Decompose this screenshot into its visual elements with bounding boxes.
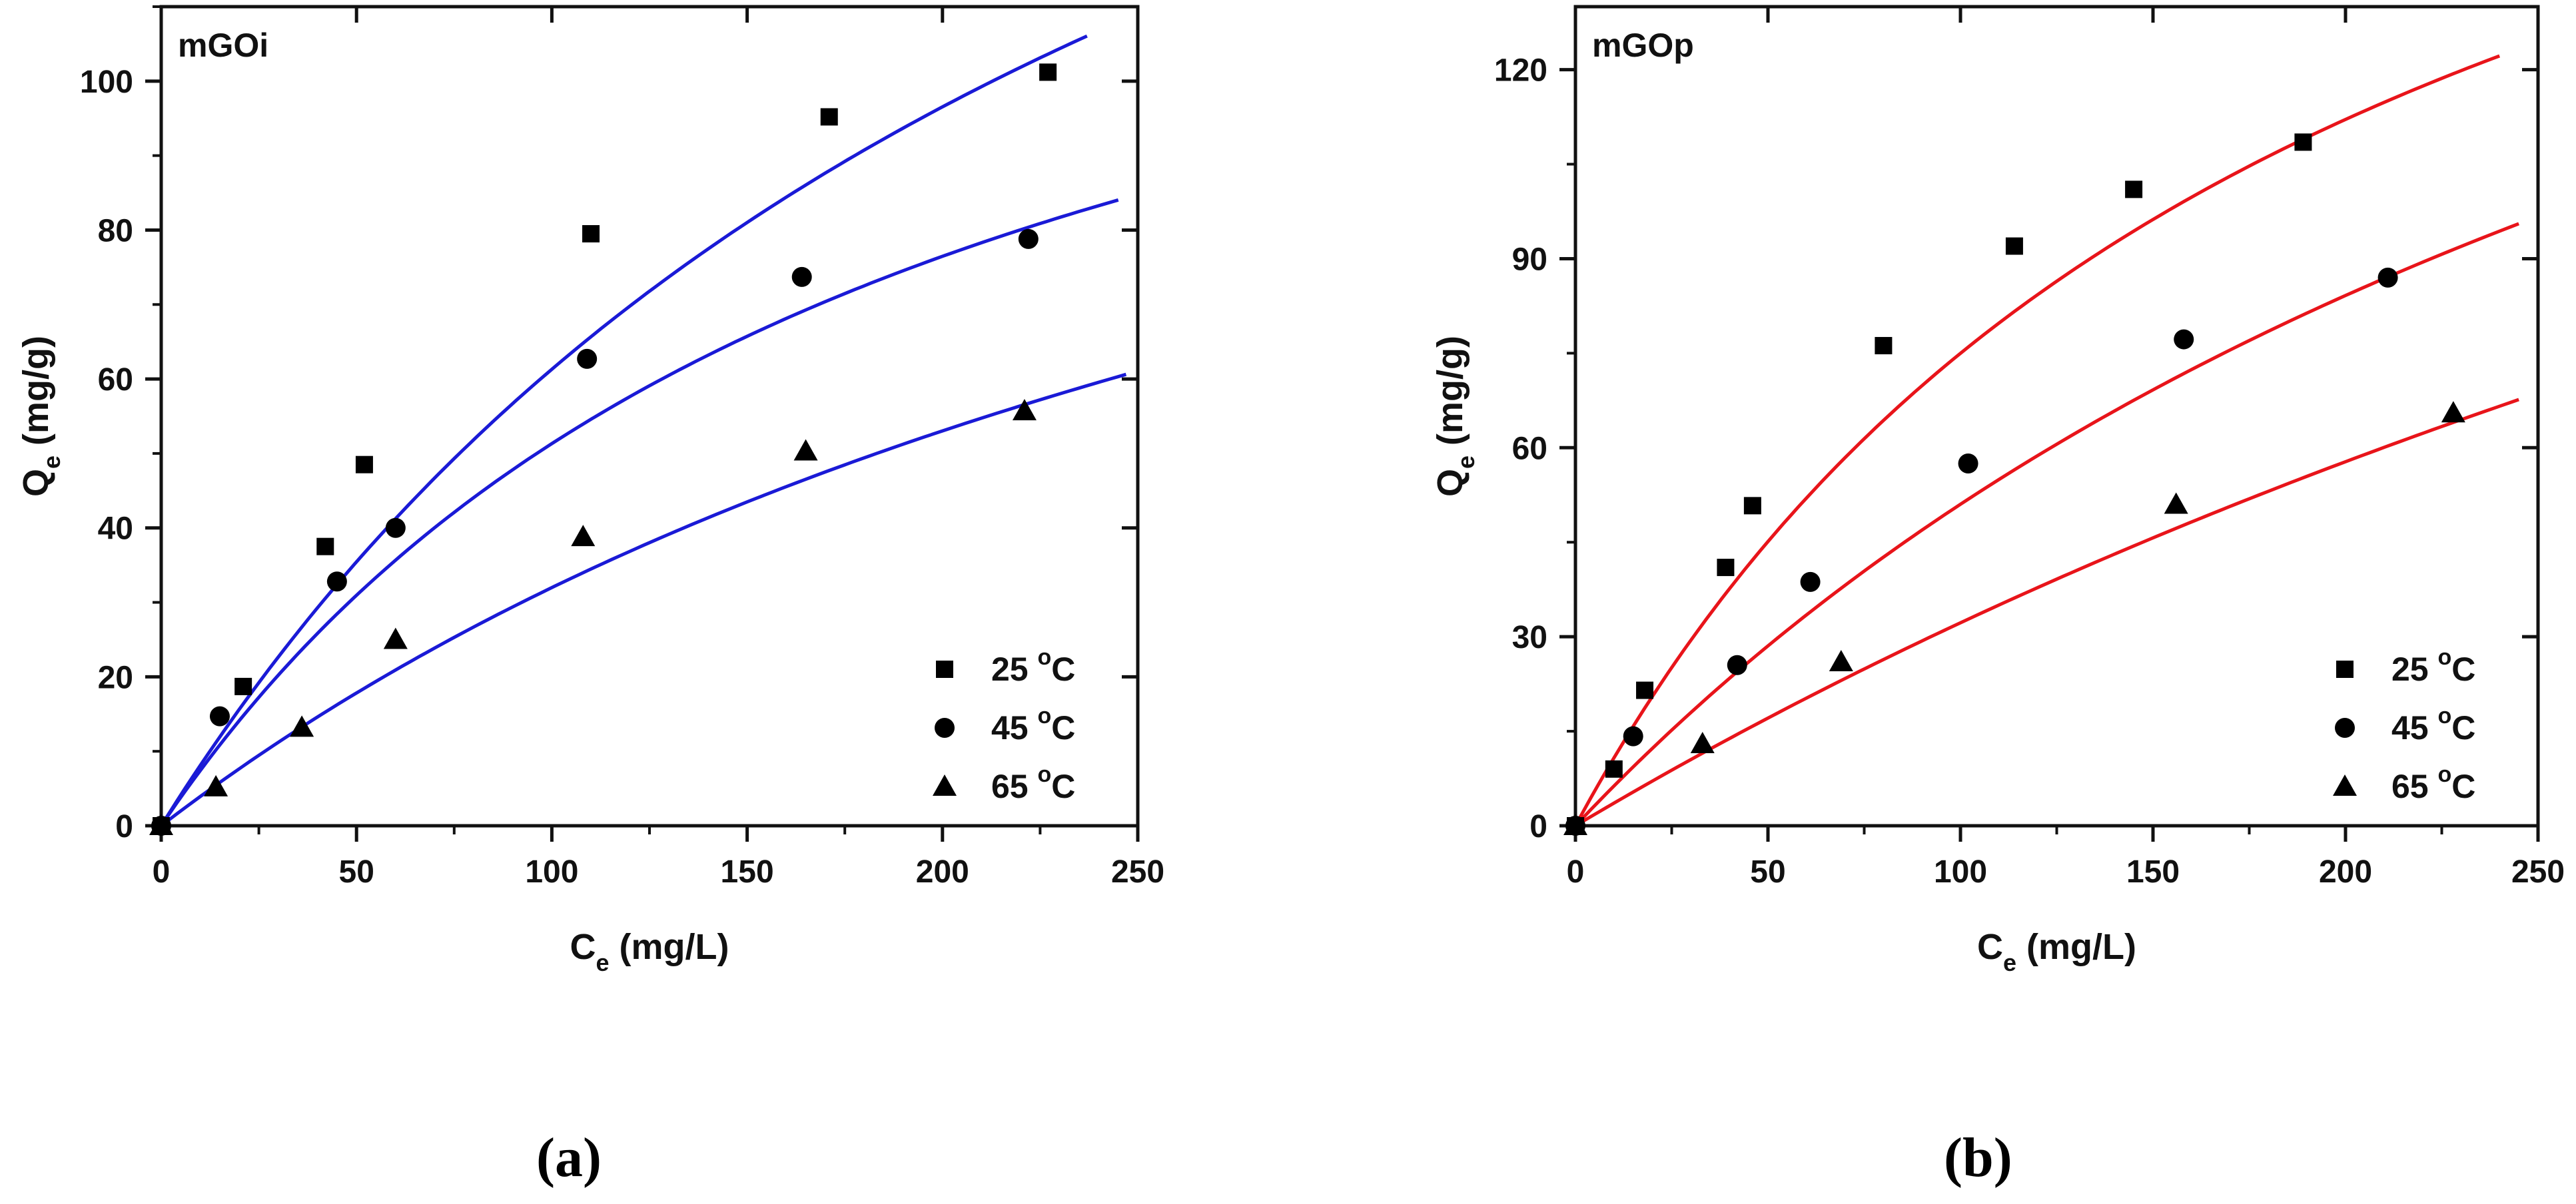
legend-marker — [2335, 718, 2355, 738]
data-point-triangle — [2164, 492, 2188, 514]
data-point-circle — [791, 266, 812, 287]
fit-curve — [160, 372, 1127, 827]
panel-label: mGOi — [178, 27, 268, 64]
legend-marker — [936, 661, 953, 678]
y-axis-label: Qe (mg/g) — [16, 336, 65, 497]
y-tick-label: 100 — [80, 65, 133, 100]
data-point-triangle — [149, 814, 173, 835]
data-point-circle — [1018, 228, 1039, 249]
legend-marker — [935, 718, 955, 738]
data-point-square — [355, 455, 373, 473]
legend-marker — [933, 774, 957, 796]
fit-curve — [1574, 222, 2520, 827]
data-point-circle — [1958, 453, 1978, 473]
x-tick-label: 50 — [339, 854, 374, 890]
x-tick-label: 100 — [1934, 854, 1987, 890]
data-point-triangle — [2441, 401, 2465, 423]
x-tick-label: 250 — [2511, 854, 2565, 890]
chart-panel-b: 0 50 100 150 200 250 0 30 60 90 120 Ce (mg/L) Qe (mg… — [1430, 5, 2565, 976]
data-point-triangle — [1690, 732, 1715, 753]
data-point-triangle — [290, 715, 314, 737]
x-tick-label: 250 — [1111, 854, 1164, 890]
legend-marker — [2336, 661, 2354, 678]
data-point-square — [1743, 497, 1761, 515]
data-point-square — [316, 537, 334, 555]
y-tick-label: 40 — [98, 511, 133, 547]
fit-curve — [159, 34, 1088, 827]
y-tick-label: 60 — [98, 362, 133, 398]
data-point-circle — [577, 348, 598, 369]
data-point-triangle — [1563, 814, 1587, 835]
data-point-triangle — [383, 627, 408, 649]
data-point-square — [234, 677, 252, 695]
data-point-circle — [1800, 571, 1821, 592]
x-tick-label: 100 — [525, 854, 578, 890]
x-tick-label: 200 — [916, 854, 969, 890]
fit-curve — [1574, 398, 2519, 828]
legend-marker — [2333, 774, 2357, 796]
data-point-circle — [385, 517, 406, 538]
x-tick-label: 200 — [2319, 854, 2372, 890]
data-point-triangle — [1012, 399, 1037, 421]
x-tick-label: 150 — [721, 854, 774, 890]
data-point-circle — [209, 706, 230, 727]
legend-label: 45 oC — [2391, 703, 2475, 747]
x-tick-label: 50 — [1750, 854, 1785, 890]
y-axis-label: Qe (mg/g) — [1430, 336, 1480, 497]
y-tick-label: 80 — [98, 213, 133, 248]
data-point-circle — [1623, 726, 1643, 747]
y-tick-label: 90 — [1512, 242, 1547, 277]
data-point-square — [1039, 63, 1057, 81]
data-point-triangle — [204, 774, 228, 796]
data-point-triangle — [571, 525, 596, 547]
y-tick-label: 20 — [98, 660, 133, 695]
data-point-circle — [1727, 655, 1747, 675]
x-tick-label: 150 — [2126, 854, 2180, 890]
data-point-square — [1875, 337, 1893, 355]
y-tick-label: 120 — [1494, 53, 1547, 89]
x-axis-label: Ce (mg/L) — [1977, 927, 2136, 976]
fit-curve — [159, 198, 1119, 827]
legend-label: 65 oC — [2391, 762, 2475, 805]
y-tick-label: 0 — [115, 809, 133, 844]
legend-label: 65 oC — [991, 762, 1075, 805]
data-point-triangle — [793, 439, 818, 461]
data-point-square — [582, 225, 600, 243]
caption-b: (b) — [1944, 1127, 2012, 1189]
y-tick-label: 0 — [1529, 809, 1547, 844]
data-point-circle — [326, 571, 347, 592]
panel-label: mGOp — [1592, 27, 1694, 64]
legend-label: 25 oC — [991, 645, 1075, 688]
chart-panel-a: 0 50 100 150 200 250 0 20 40 60 80 100 Ce (mg/L) Qe (… — [16, 5, 1164, 976]
data-point-circle — [2377, 267, 2398, 288]
data-point-square — [1605, 760, 1623, 778]
data-point-circle — [2174, 329, 2194, 350]
data-point-triangle — [1829, 650, 1853, 671]
data-point-square — [2005, 237, 2023, 255]
data-point-square — [820, 108, 838, 126]
x-tick-label: 0 — [1567, 854, 1585, 890]
data-point-square — [1636, 681, 1654, 699]
plot-frame — [1573, 5, 2540, 828]
y-tick-label: 60 — [1512, 431, 1547, 466]
data-point-square — [2294, 133, 2312, 151]
x-tick-label: 0 — [153, 854, 171, 890]
data-point-square — [1717, 559, 1735, 577]
data-point-square — [2125, 180, 2143, 198]
caption-a: (a) — [536, 1127, 602, 1189]
legend-label: 45 oC — [991, 703, 1075, 747]
fit-curve — [1573, 54, 2501, 827]
y-tick-label: 30 — [1512, 620, 1547, 655]
legend-label: 25 oC — [2391, 645, 2475, 688]
x-axis-label: Ce (mg/L) — [570, 927, 729, 976]
